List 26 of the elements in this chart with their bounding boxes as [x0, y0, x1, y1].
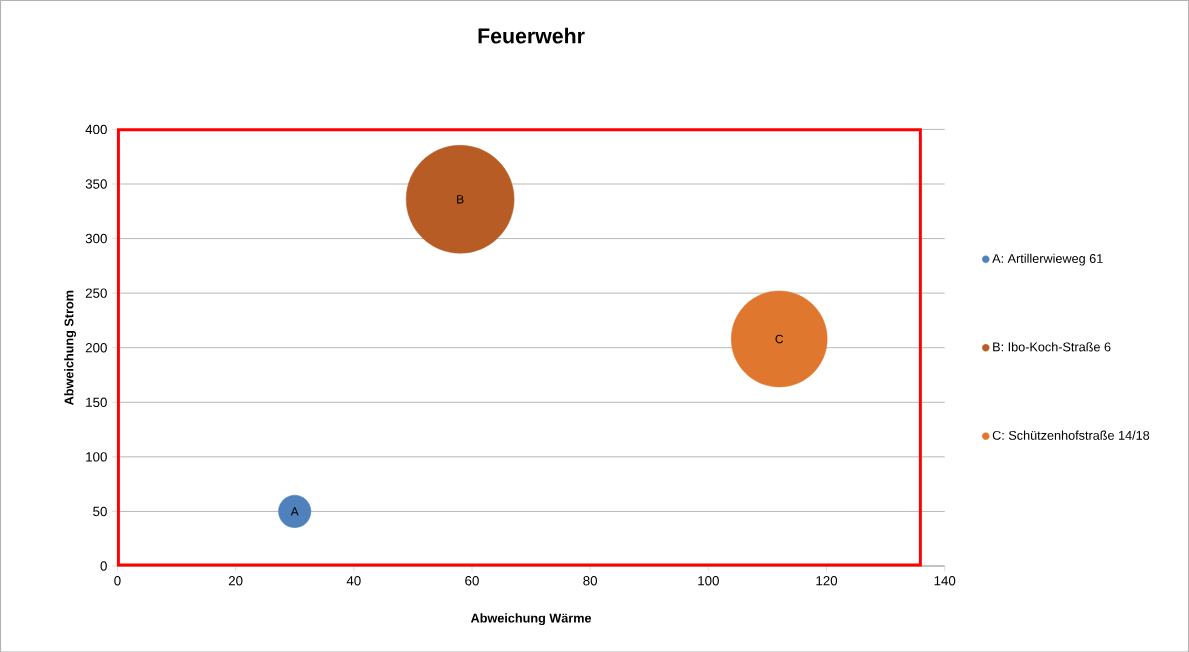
- legend-label: C: Schützenhofstraße 14/18: [992, 430, 1150, 440]
- y-tick-label: 150: [86, 397, 107, 407]
- x-tick-label: 60: [465, 575, 479, 586]
- x-tick-label: 40: [346, 575, 361, 586]
- chart-title: Feuerwehr: [478, 27, 585, 44]
- x-tick-label: 20: [228, 575, 243, 586]
- x-tick-label: 80: [583, 575, 598, 586]
- y-tick-label: 350: [85, 179, 107, 189]
- y-tick-label: 400: [85, 124, 107, 134]
- x-tick-label: 120: [816, 575, 838, 586]
- legend-label: B: Ibo-Koch-Straße 6: [993, 341, 1111, 352]
- y-tick-label: 50: [93, 506, 107, 516]
- x-tick-label: 100: [698, 575, 719, 586]
- x-axis-title: Abweichung Wärme: [470, 613, 592, 625]
- y-axis-title: Abweichung Strom: [64, 290, 77, 405]
- y-tick-label: 100: [86, 451, 107, 462]
- y-tick-label: 300: [85, 233, 107, 244]
- x-tick-label: 140: [934, 575, 956, 586]
- y-tick-label: 200: [85, 342, 107, 353]
- y-tick-label: 250: [85, 288, 107, 298]
- annotation: A: [290, 507, 299, 516]
- annotation: C: [775, 334, 784, 343]
- y-tick-label: 0: [100, 561, 107, 571]
- annotation: B: [457, 194, 464, 204]
- legend-label: A: Artillerwieweg 61: [992, 253, 1103, 266]
- x-tick-label: 0: [114, 575, 121, 586]
